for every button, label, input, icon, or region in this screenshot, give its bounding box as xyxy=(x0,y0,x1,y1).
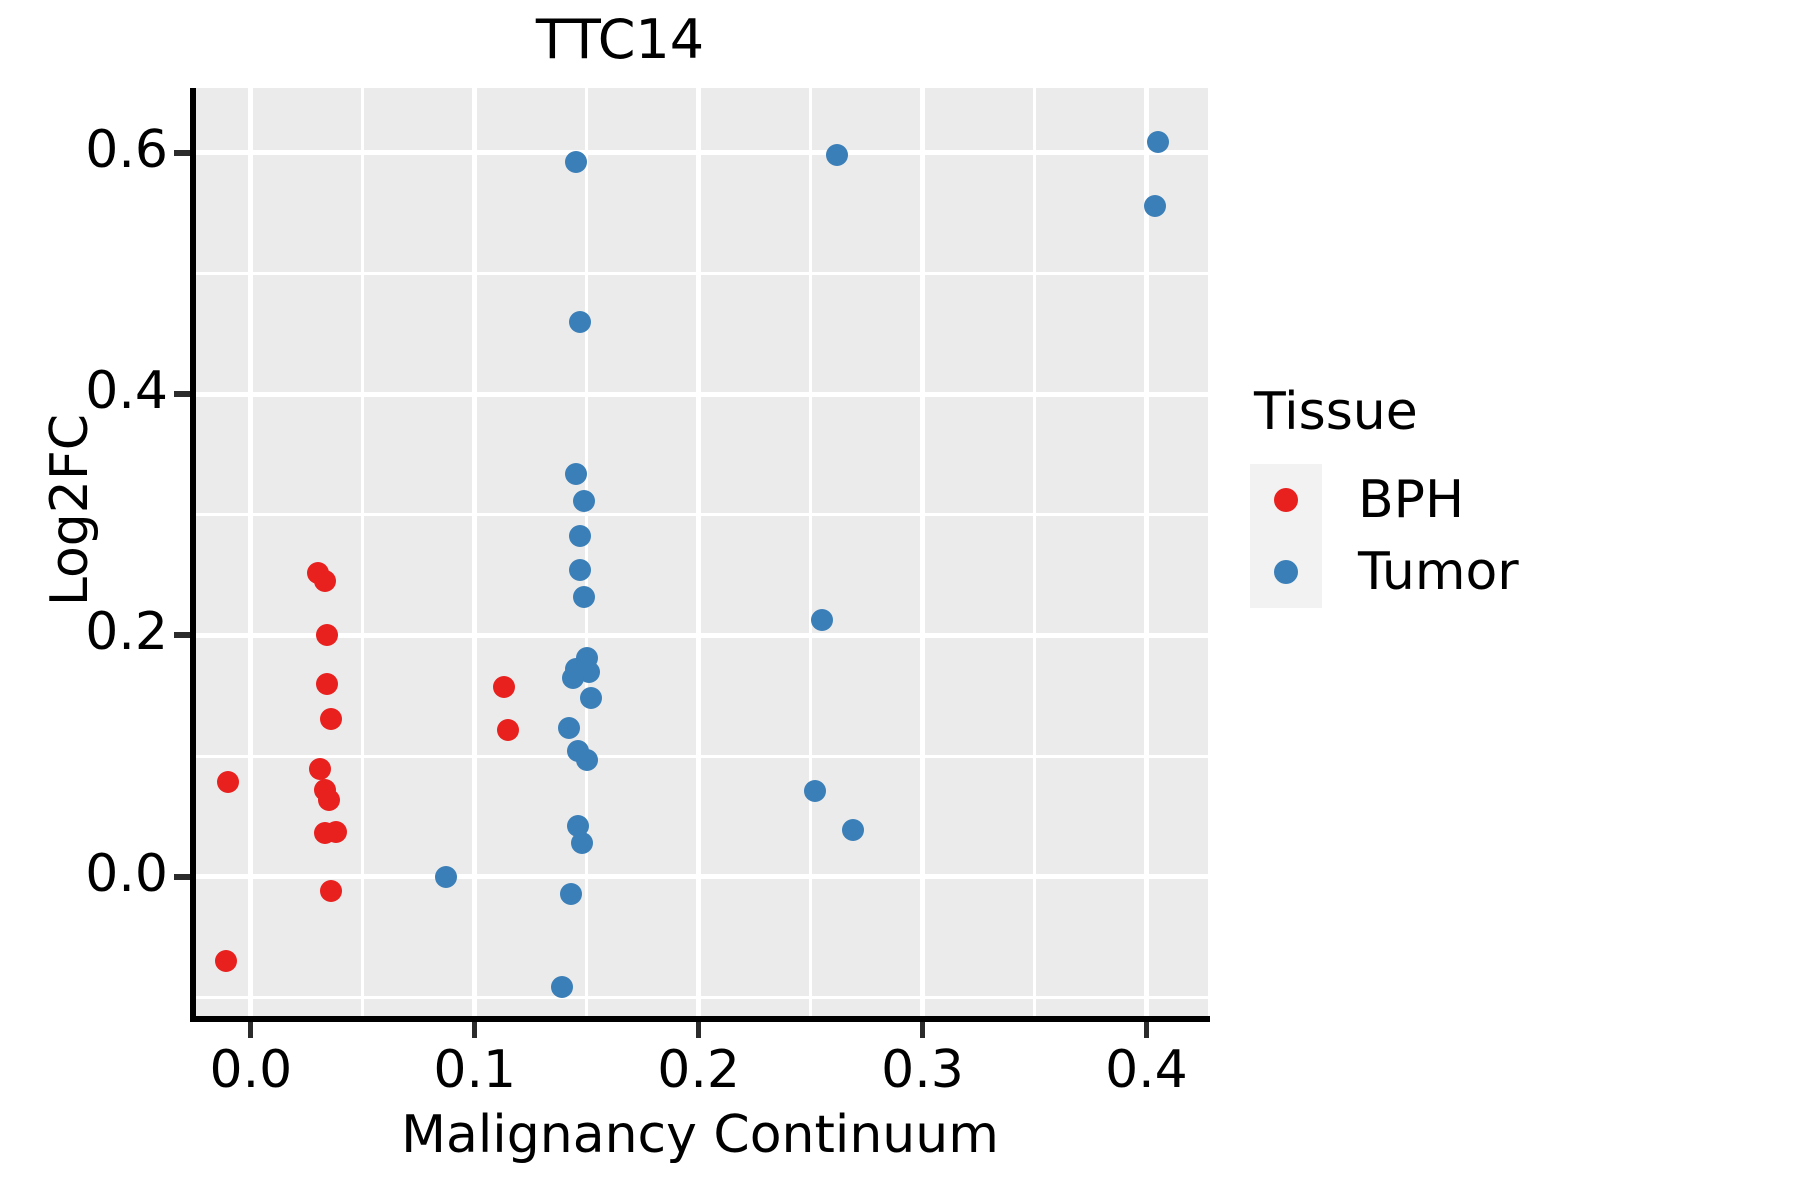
legend: Tissue BPH Tumor xyxy=(1250,382,1519,608)
data-point-bph xyxy=(215,950,238,973)
data-point-tumor xyxy=(571,832,594,855)
data-point-tumor xyxy=(557,717,580,740)
data-point-tumor xyxy=(804,780,827,803)
data-point-tumor xyxy=(575,748,598,771)
data-point-bph xyxy=(324,821,347,844)
gridline-major-vertical xyxy=(1143,88,1149,1020)
data-point-tumor xyxy=(564,151,587,174)
legend-dot-icon xyxy=(1274,488,1298,512)
legend-dot-icon xyxy=(1274,560,1298,584)
data-point-tumor xyxy=(568,559,591,582)
x-axis-title: Malignancy Continuum xyxy=(401,1105,999,1165)
x-tick-mark xyxy=(1143,1022,1149,1038)
data-point-bph xyxy=(492,676,515,699)
gridline-minor-horizontal xyxy=(196,513,1208,517)
y-tick-mark xyxy=(174,873,190,880)
y-tick-mark xyxy=(174,391,190,398)
legend-item-bph[interactable]: BPH xyxy=(1250,464,1519,536)
x-tick-label: 0.0 xyxy=(209,1040,293,1100)
gridline-minor-vertical xyxy=(361,88,365,1020)
legend-item-label: Tumor xyxy=(1358,542,1519,602)
data-point-bph xyxy=(315,672,338,695)
gridline-minor-horizontal xyxy=(196,271,1208,275)
data-point-tumor xyxy=(551,975,574,998)
data-point-bph xyxy=(320,880,343,903)
data-point-tumor xyxy=(826,144,849,166)
gridline-major-vertical xyxy=(920,88,926,1020)
gridline-major-horizontal xyxy=(196,150,1208,156)
data-point-tumor xyxy=(573,585,596,608)
x-tick-label: 0.1 xyxy=(433,1040,517,1100)
x-tick-label: 0.4 xyxy=(1105,1040,1188,1100)
legend-item-label: BPH xyxy=(1358,470,1465,530)
data-point-tumor xyxy=(568,310,591,333)
data-point-tumor xyxy=(573,490,596,513)
gridline-major-vertical xyxy=(248,88,254,1020)
y-tick-label: 0.0 xyxy=(85,843,168,904)
x-tick-label: 0.3 xyxy=(881,1040,964,1100)
x-axis-line xyxy=(190,1016,1210,1022)
legend-key-swatch xyxy=(1250,536,1322,608)
y-tick-label: 0.4 xyxy=(85,361,168,422)
gridline-minor-vertical xyxy=(1032,88,1036,1020)
data-point-bph xyxy=(315,624,338,647)
y-tick-label: 0.2 xyxy=(85,602,168,663)
y-tick-mark xyxy=(174,632,190,639)
data-point-tumor xyxy=(568,525,591,548)
data-point-tumor xyxy=(810,608,833,631)
gridline-major-vertical xyxy=(472,88,478,1020)
gridline-minor-vertical xyxy=(585,88,589,1020)
data-point-bph xyxy=(497,718,520,741)
legend-items: BPH Tumor xyxy=(1250,464,1519,608)
data-point-bph xyxy=(313,570,336,593)
data-point-tumor xyxy=(562,666,585,689)
gridline-major-horizontal xyxy=(196,632,1208,638)
data-point-tumor xyxy=(580,687,603,710)
x-tick-mark xyxy=(696,1022,702,1038)
y-axis-line xyxy=(190,88,196,1022)
data-point-tumor xyxy=(1144,194,1167,217)
data-point-tumor xyxy=(842,818,865,841)
gridline-minor-horizontal xyxy=(196,996,1208,1000)
data-point-tumor xyxy=(1146,130,1169,153)
gridline-major-horizontal xyxy=(196,874,1208,880)
page-title: TTC14 xyxy=(535,8,705,71)
gridline-minor-vertical xyxy=(809,88,813,1020)
y-tick-mark xyxy=(174,149,190,156)
data-point-tumor xyxy=(564,462,587,485)
data-point-bph xyxy=(309,758,332,781)
gridline-major-horizontal xyxy=(196,391,1208,397)
data-point-bph xyxy=(320,707,343,730)
plot-panel xyxy=(196,88,1208,1020)
x-tick-mark xyxy=(472,1022,478,1038)
x-tick-mark xyxy=(248,1022,254,1038)
legend-item-tumor[interactable]: Tumor xyxy=(1250,536,1519,608)
x-tick-mark xyxy=(920,1022,926,1038)
data-point-tumor xyxy=(566,815,589,838)
data-point-bph xyxy=(318,788,341,811)
data-point-tumor xyxy=(434,865,457,888)
data-point-bph xyxy=(217,770,240,793)
legend-key-swatch xyxy=(1250,464,1322,536)
data-point-tumor xyxy=(560,882,583,905)
legend-title: Tissue xyxy=(1254,382,1418,442)
gridline-major-vertical xyxy=(696,88,702,1020)
gridline-minor-horizontal xyxy=(196,754,1208,758)
x-tick-label: 0.2 xyxy=(657,1040,740,1100)
y-tick-label: 0.6 xyxy=(85,119,168,180)
